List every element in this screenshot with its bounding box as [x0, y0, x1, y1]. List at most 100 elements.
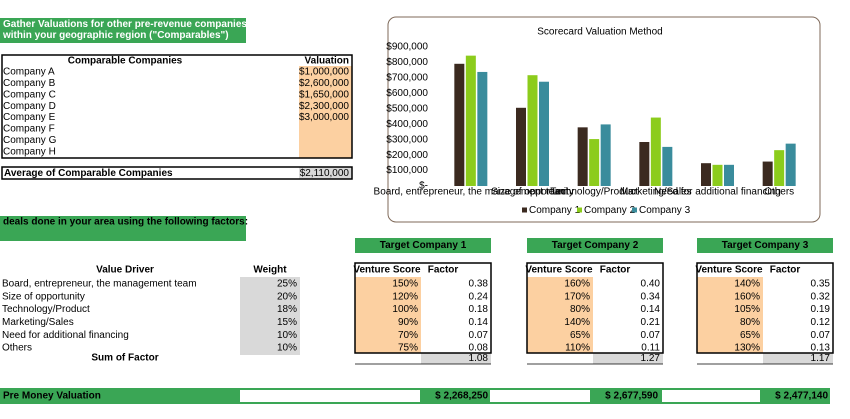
- venture-score: 110%: [565, 343, 590, 354]
- bar: [527, 75, 538, 186]
- venture-score: 160%: [564, 279, 590, 290]
- chart-frame: [387, 16, 821, 223]
- factor: 0.08: [469, 343, 489, 354]
- valuation-column: [299, 66, 352, 158]
- y-tick-label: $800,000: [386, 57, 428, 68]
- weight: 15%: [277, 317, 297, 328]
- venture-score: 105%: [734, 304, 760, 315]
- venture-score: 140%: [564, 317, 590, 328]
- x-tick-label: Board, entrepreneur, the management team: [374, 187, 569, 198]
- bar: [701, 163, 711, 186]
- weight: 25%: [277, 279, 297, 290]
- target-frame: [526, 262, 664, 354]
- x-tick-label: Size of opportunity: [491, 187, 574, 198]
- company-name: Company B: [3, 78, 56, 89]
- note-box: [0, 18, 246, 43]
- blank-cell: [490, 390, 590, 402]
- bar: [774, 150, 785, 186]
- company-name: Company A: [3, 67, 55, 78]
- header: Weight: [253, 265, 287, 276]
- company-name: Company G: [3, 135, 57, 146]
- venture-score: 90%: [398, 317, 418, 328]
- factor-sum: 1.08: [469, 353, 489, 364]
- factor: 0.32: [811, 291, 831, 302]
- weight: 18%: [277, 304, 297, 315]
- y-tick-label: $100,000: [386, 165, 428, 176]
- bar: [639, 142, 650, 186]
- x-tick-label: Need for additional financing: [654, 187, 781, 198]
- bar: [577, 127, 588, 186]
- sum-cell: [421, 353, 491, 364]
- intro-note: Gather Valuations for other pre-revenue …: [2, 19, 316, 41]
- venture-score: 160%: [734, 291, 760, 302]
- factor: 0.11: [641, 343, 660, 354]
- factors-note: deals done in your area using the follow…: [3, 217, 248, 228]
- company-name: Company F: [3, 124, 55, 135]
- valuation: $2,300,000: [299, 101, 349, 112]
- value-driver: Technology/Product: [2, 304, 90, 315]
- y-tick-label: $400,000: [386, 119, 428, 130]
- legend-entry: Company 2: [584, 205, 636, 216]
- target-title-box: [527, 238, 663, 253]
- weight-column: [240, 277, 300, 355]
- pre-money-value: $ 2,268,250: [435, 391, 488, 402]
- average-value: $2,110,000: [300, 168, 350, 179]
- header: Valuation: [305, 56, 349, 67]
- company-name: Company E: [3, 112, 56, 123]
- value-driver: Need for additional financing: [2, 330, 129, 341]
- legend-swatch: [632, 207, 637, 213]
- bar: [724, 164, 734, 186]
- target-title: Target Company 1: [380, 240, 467, 251]
- pre-money-value: $ 2,677,590: [605, 391, 658, 402]
- venture-score: 80%: [570, 304, 590, 315]
- company-name: Company D: [3, 101, 56, 112]
- bar: [662, 146, 673, 186]
- legend-entry: Company 3: [639, 205, 691, 216]
- factor: 0.34: [641, 291, 661, 302]
- sum-cell: [593, 353, 663, 364]
- legend-entry: Company 1: [529, 205, 581, 216]
- factor: 0.35: [811, 279, 831, 290]
- factor: 0.19: [811, 304, 831, 315]
- average-label: Average of Comparable Companies: [4, 168, 173, 179]
- bar: [785, 143, 796, 186]
- note-line: within your geographic region ("Comparab…: [2, 30, 229, 41]
- bar: [465, 55, 476, 186]
- company-name: Company C: [3, 89, 56, 100]
- venture-score: 70%: [398, 330, 418, 341]
- score-column: [355, 277, 421, 353]
- y-tick-label: $-: [419, 181, 428, 192]
- bar: [516, 107, 526, 186]
- bar: [600, 124, 611, 186]
- value-driver: Marketing/Sales: [2, 317, 74, 328]
- average-frame: [1, 166, 353, 180]
- legend-swatch: [577, 207, 582, 213]
- score-column: [527, 277, 593, 353]
- header: Venture Score: [695, 265, 763, 276]
- note-line: Gather Valuations for other pre-revenue …: [3, 19, 316, 30]
- target-title: Target Company 3: [722, 240, 809, 251]
- bar: [762, 161, 773, 186]
- venture-score: 100%: [392, 304, 418, 315]
- header: Venture Score: [353, 265, 421, 276]
- valuation: $3,000,000: [299, 112, 349, 123]
- factor-sum: 1.27: [641, 353, 661, 364]
- bar: [539, 81, 549, 186]
- bar: [454, 63, 465, 186]
- y-tick-label: $200,000: [386, 150, 428, 161]
- valuation: $2,600,000: [299, 78, 349, 89]
- comparables-frame: [1, 54, 353, 159]
- header: Venture Score: [525, 265, 593, 276]
- factor: 0.24: [469, 291, 489, 302]
- header: Value Driver: [96, 265, 154, 276]
- sum-cell: [763, 353, 833, 364]
- x-tick-label: Others: [764, 187, 794, 198]
- venture-score: 65%: [740, 330, 760, 341]
- factor: 0.18: [469, 304, 489, 315]
- legend-swatch: [522, 207, 527, 213]
- weight: 10%: [277, 330, 297, 341]
- sum-label: Sum of Factor: [91, 353, 158, 364]
- value-driver: Board, entrepreneur, the management team: [2, 279, 197, 290]
- weight: 20%: [277, 291, 297, 302]
